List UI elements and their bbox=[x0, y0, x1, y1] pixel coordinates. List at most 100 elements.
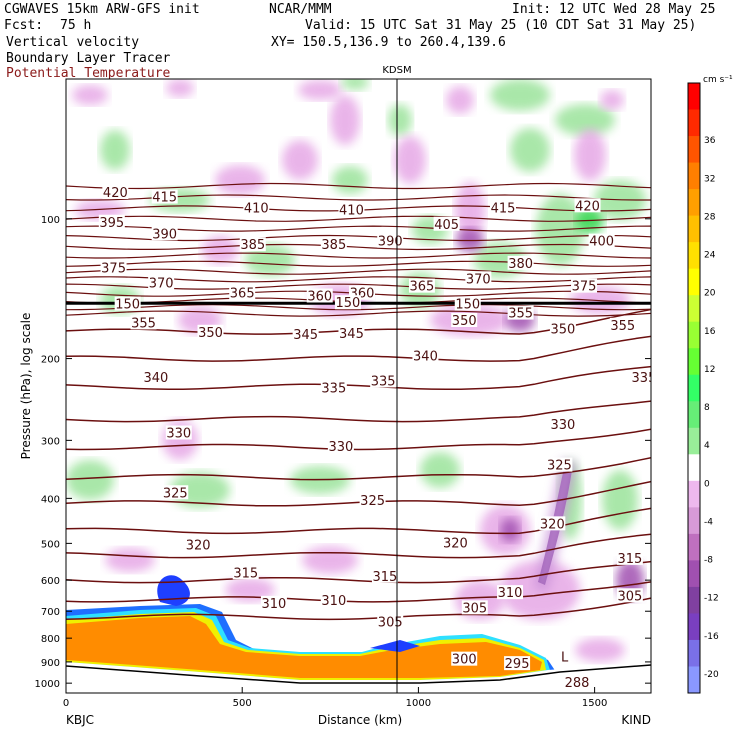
svg-text:305: 305 bbox=[378, 615, 403, 630]
y-tick: 600 bbox=[41, 576, 651, 587]
theta-label: 320 bbox=[442, 535, 469, 551]
boundary-layer-tracer-shading bbox=[66, 575, 651, 693]
theta-label: 420 bbox=[102, 185, 129, 201]
theta-label: 365 bbox=[408, 278, 435, 295]
y-tick: 300 bbox=[41, 436, 651, 447]
colorbar-swatch bbox=[688, 295, 700, 323]
colorbar-swatch bbox=[688, 401, 700, 429]
colorbar-swatch bbox=[688, 639, 700, 667]
y-tick: 700 bbox=[41, 607, 651, 618]
svg-text:340: 340 bbox=[413, 350, 438, 365]
svg-text:320: 320 bbox=[540, 517, 565, 532]
theta-label: 330 bbox=[327, 438, 354, 455]
theta-label: 288 bbox=[563, 675, 590, 691]
x-axis-label: Distance (km) bbox=[318, 713, 402, 727]
svg-text:375: 375 bbox=[101, 262, 126, 277]
colorbar-label: -16 bbox=[704, 632, 719, 642]
svg-text:320: 320 bbox=[186, 538, 211, 553]
svg-text:288: 288 bbox=[565, 676, 590, 691]
x-tick: 1000 bbox=[406, 687, 431, 709]
svg-text:315: 315 bbox=[617, 552, 642, 567]
colorbar-swatch bbox=[688, 533, 700, 561]
svg-text:420: 420 bbox=[103, 186, 128, 201]
field-boundary-layer-tracer: Boundary Layer Tracer bbox=[6, 51, 171, 66]
svg-text:385: 385 bbox=[321, 238, 346, 253]
colorbar-label: 16 bbox=[704, 327, 716, 337]
svg-text:150: 150 bbox=[115, 298, 140, 313]
colorbar-label: 20 bbox=[704, 289, 716, 299]
y-tick: 1000 bbox=[35, 679, 651, 690]
theta-label: 300 bbox=[451, 651, 478, 668]
svg-text:600: 600 bbox=[41, 576, 60, 587]
svg-text:415: 415 bbox=[152, 191, 177, 206]
svg-text:345: 345 bbox=[339, 327, 364, 342]
org-label: NCAR/MMM bbox=[269, 2, 332, 17]
svg-text:365: 365 bbox=[410, 280, 435, 295]
x-axis-ticks: 0 500 1000 1500 bbox=[63, 687, 607, 709]
theta-label: 315 bbox=[616, 550, 643, 567]
svg-text:900: 900 bbox=[41, 658, 60, 669]
svg-text:390: 390 bbox=[152, 227, 177, 242]
svg-text:335: 335 bbox=[321, 382, 346, 397]
theta-label: 360 bbox=[306, 288, 333, 304]
colorbar-label: 8 bbox=[704, 403, 710, 413]
svg-text:320: 320 bbox=[443, 536, 468, 551]
theta-label: 335 bbox=[630, 369, 651, 386]
theta-label: 355 bbox=[609, 317, 636, 334]
colorbar-swatch bbox=[688, 613, 700, 641]
theta-label: 385 bbox=[320, 237, 347, 253]
theta-label: 150 bbox=[114, 296, 141, 313]
theta-label: 355 bbox=[130, 315, 157, 331]
forecast-label: Fcst: bbox=[4, 18, 44, 33]
theta-label: 150 bbox=[454, 296, 481, 313]
svg-text:100: 100 bbox=[41, 215, 60, 226]
theta-label: 415 bbox=[151, 189, 178, 206]
theta-label: 390 bbox=[151, 226, 178, 242]
theta-label: 405 bbox=[433, 216, 460, 233]
svg-text:355: 355 bbox=[131, 316, 156, 331]
theta-label: 345 bbox=[292, 327, 319, 343]
colorbar-swatch bbox=[688, 427, 700, 455]
svg-text:330: 330 bbox=[328, 440, 353, 455]
y-axis-ticks: 100 200 300 400 500 600 700 800 900 1000 bbox=[35, 215, 651, 690]
colorbar-swatch bbox=[688, 242, 700, 270]
colorbar-label: 4 bbox=[704, 441, 710, 451]
svg-text:150: 150 bbox=[336, 296, 361, 311]
svg-text:300: 300 bbox=[452, 653, 477, 668]
theta-label: 380 bbox=[507, 255, 534, 272]
svg-text:800: 800 bbox=[41, 634, 60, 645]
cross-section-endpoints: XY= 150.5,136.9 to 260.4,139.6 bbox=[271, 35, 506, 50]
svg-text:360: 360 bbox=[307, 289, 332, 304]
svg-text:700: 700 bbox=[41, 607, 60, 618]
colorbar-swatch bbox=[688, 162, 700, 190]
svg-text:335: 335 bbox=[371, 374, 396, 389]
theta-label: 315 bbox=[371, 568, 398, 585]
theta-label: 375 bbox=[571, 278, 598, 295]
colorbar-swatch bbox=[688, 189, 700, 217]
svg-text:340: 340 bbox=[143, 371, 168, 386]
theta-label: 410 bbox=[338, 202, 365, 219]
svg-text:345: 345 bbox=[293, 328, 318, 343]
colorbar-label: -20 bbox=[704, 670, 719, 680]
svg-text:400: 400 bbox=[589, 235, 614, 250]
theta-label: 345 bbox=[338, 325, 365, 342]
svg-text:350: 350 bbox=[550, 322, 575, 337]
theta-label: 315 bbox=[232, 565, 259, 581]
colorbar-label: 36 bbox=[704, 136, 716, 146]
theta-label: 410 bbox=[243, 200, 270, 216]
svg-text:295: 295 bbox=[505, 657, 530, 672]
colorbar-swatch bbox=[688, 215, 700, 243]
colorbar-swatch bbox=[688, 136, 700, 164]
colorbar-label: -8 bbox=[704, 556, 713, 566]
svg-text:395: 395 bbox=[99, 216, 124, 231]
svg-text:1000: 1000 bbox=[406, 698, 431, 709]
theta-label: 370 bbox=[465, 271, 492, 287]
theta-label: 150 bbox=[334, 295, 361, 311]
svg-text:310: 310 bbox=[321, 594, 346, 609]
x-tick: 500 bbox=[233, 687, 252, 709]
theta-label: 310 bbox=[260, 595, 287, 612]
svg-text:325: 325 bbox=[163, 486, 188, 501]
theta-label: 370 bbox=[148, 275, 175, 292]
svg-text:310: 310 bbox=[262, 597, 287, 612]
theta-label: 330 bbox=[549, 416, 576, 433]
